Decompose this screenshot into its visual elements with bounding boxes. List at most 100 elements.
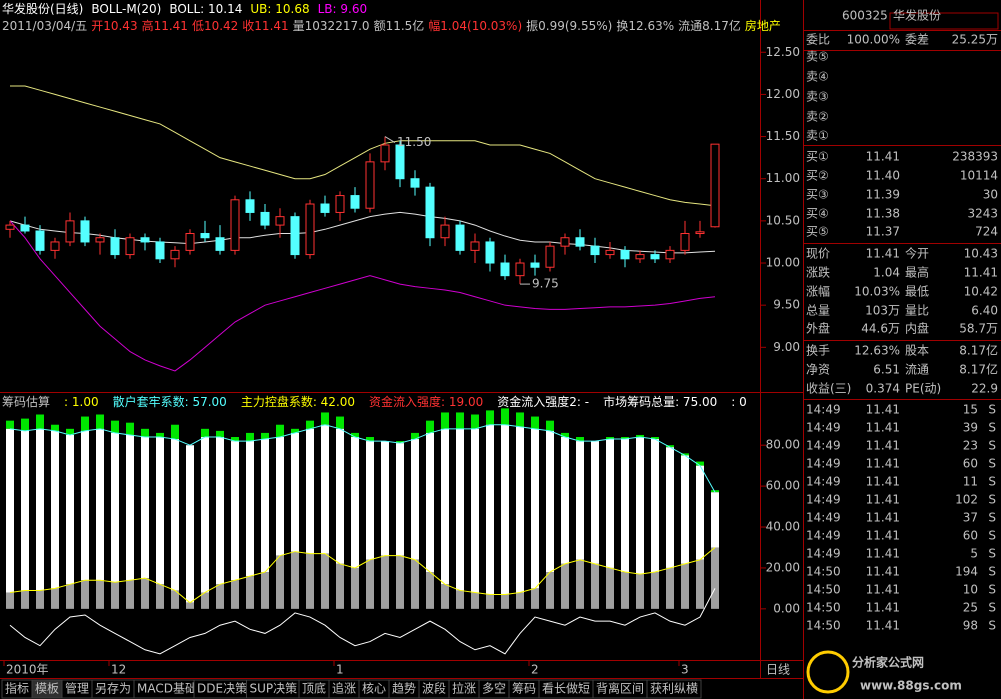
chip-green bbox=[141, 428, 149, 438]
cell: 11.41 bbox=[866, 601, 900, 615]
tab[interactable]: 波段 bbox=[418, 679, 450, 699]
info-item: 收11.41 bbox=[242, 19, 288, 33]
candle-body bbox=[710, 143, 720, 228]
tab[interactable]: 指标 bbox=[1, 679, 33, 699]
indicator-item: 散户套牢系数: 57.00 bbox=[113, 394, 227, 409]
cell: S bbox=[988, 565, 996, 579]
chip-green bbox=[51, 424, 59, 431]
candle-body bbox=[140, 237, 150, 243]
cell: 238393 bbox=[952, 150, 998, 164]
tab-label: SUP决策 bbox=[250, 682, 298, 696]
chip-green bbox=[486, 410, 494, 425]
candle-body bbox=[500, 262, 510, 277]
candle-body bbox=[320, 203, 330, 213]
tab[interactable]: 趋势 bbox=[388, 679, 420, 699]
chip-gray bbox=[276, 555, 284, 609]
info-item: 华发股份(日线) bbox=[2, 1, 83, 16]
chip-green bbox=[651, 437, 659, 440]
tab[interactable]: 追涨 bbox=[328, 679, 360, 699]
candle-body bbox=[425, 186, 435, 239]
tab[interactable]: 看长做短 bbox=[538, 679, 594, 699]
chip-green bbox=[171, 424, 179, 440]
period-label: 日线 bbox=[766, 663, 790, 677]
candle-body bbox=[350, 195, 360, 209]
indicator-header: 筹码估算: 1.00 散户套牢系数: 57.00 主力控盘系数: 42.00 资金流入… bbox=[2, 394, 747, 409]
chip-white bbox=[231, 441, 239, 581]
cell: 最高 bbox=[905, 265, 929, 280]
candle-body bbox=[395, 144, 405, 180]
tab[interactable]: SUP决策 bbox=[246, 679, 300, 699]
cell: 外盘 bbox=[806, 321, 830, 336]
indicator-item: 主力控盘系数: 42.00 bbox=[241, 394, 355, 409]
chip-white bbox=[186, 445, 194, 603]
candle-body bbox=[110, 237, 120, 256]
cell: 14:49 bbox=[806, 547, 841, 561]
tab[interactable]: DDE决策 bbox=[193, 679, 247, 699]
candle-body bbox=[35, 230, 45, 251]
chip-green bbox=[606, 437, 614, 440]
tab[interactable]: 多空 bbox=[478, 679, 510, 699]
chip-gray bbox=[156, 584, 164, 609]
date-label: 2 bbox=[531, 663, 539, 677]
cell: S bbox=[988, 493, 996, 507]
chip-white bbox=[411, 439, 419, 560]
cell: 涨跌 bbox=[806, 265, 830, 280]
tab-label: 获利纵横 bbox=[650, 682, 698, 696]
chip-white bbox=[51, 430, 59, 589]
chip-white bbox=[576, 441, 584, 560]
cell: 净资 bbox=[806, 363, 830, 377]
chip-gray bbox=[651, 572, 659, 609]
boll-lower bbox=[9, 220, 716, 372]
chip-gray bbox=[621, 572, 629, 609]
tab[interactable]: 获利纵横 bbox=[646, 679, 702, 699]
y-tick-label: 60.00 bbox=[766, 479, 800, 493]
chip-gray bbox=[696, 559, 704, 609]
cell: 买⑤ bbox=[806, 225, 829, 239]
chip-gray bbox=[576, 559, 584, 609]
tab[interactable]: 管理 bbox=[61, 679, 93, 699]
candle-body bbox=[80, 220, 90, 243]
tab[interactable]: 顶底 bbox=[298, 679, 330, 699]
cell: 30 bbox=[983, 188, 998, 202]
cell: 11.38 bbox=[866, 207, 900, 221]
info-item: 流通8.17亿 bbox=[678, 18, 741, 33]
candle-body bbox=[20, 224, 30, 232]
tab-label: 顶底 bbox=[302, 681, 326, 696]
indicator-item: 资金流入强度: 19.00 bbox=[369, 394, 483, 409]
candle-body bbox=[335, 195, 345, 213]
candle-body bbox=[530, 262, 540, 268]
indicator-item: : 0 bbox=[731, 395, 747, 409]
cell: 11.41 bbox=[866, 529, 900, 543]
cell: 15 bbox=[963, 403, 978, 417]
candle-body bbox=[410, 178, 420, 188]
cell: 14:49 bbox=[806, 457, 841, 471]
chip-green bbox=[441, 412, 449, 429]
cell: 0.374 bbox=[866, 382, 900, 396]
tab[interactable]: 拉涨 bbox=[448, 679, 480, 699]
tab[interactable]: 背离区间 bbox=[592, 679, 648, 699]
candle-body bbox=[440, 224, 450, 239]
chip-green bbox=[216, 430, 224, 438]
cell: 25 bbox=[963, 601, 978, 615]
candle-body bbox=[455, 224, 465, 251]
tab[interactable]: 另存为 bbox=[91, 679, 135, 699]
cell: 11.41 bbox=[866, 619, 900, 633]
tab-label: DDE决策 bbox=[197, 682, 247, 696]
tab[interactable]: 模板 bbox=[31, 679, 63, 699]
tab[interactable]: 筹码 bbox=[508, 679, 540, 699]
chip-white bbox=[711, 492, 719, 548]
chip-white bbox=[486, 424, 494, 595]
chip-white bbox=[531, 428, 539, 589]
chip-gray bbox=[366, 559, 374, 609]
cell: 买④ bbox=[806, 207, 829, 221]
cell: 现价 bbox=[806, 247, 830, 261]
tab[interactable]: MACD基础 bbox=[133, 679, 197, 699]
chip-green bbox=[411, 432, 419, 440]
candle-body bbox=[380, 144, 390, 163]
candle-body bbox=[290, 216, 300, 256]
cell: 14:49 bbox=[806, 475, 841, 489]
chip-green bbox=[711, 490, 719, 493]
cell: 11.37 bbox=[866, 225, 900, 239]
tab[interactable]: 核心 bbox=[358, 679, 390, 699]
